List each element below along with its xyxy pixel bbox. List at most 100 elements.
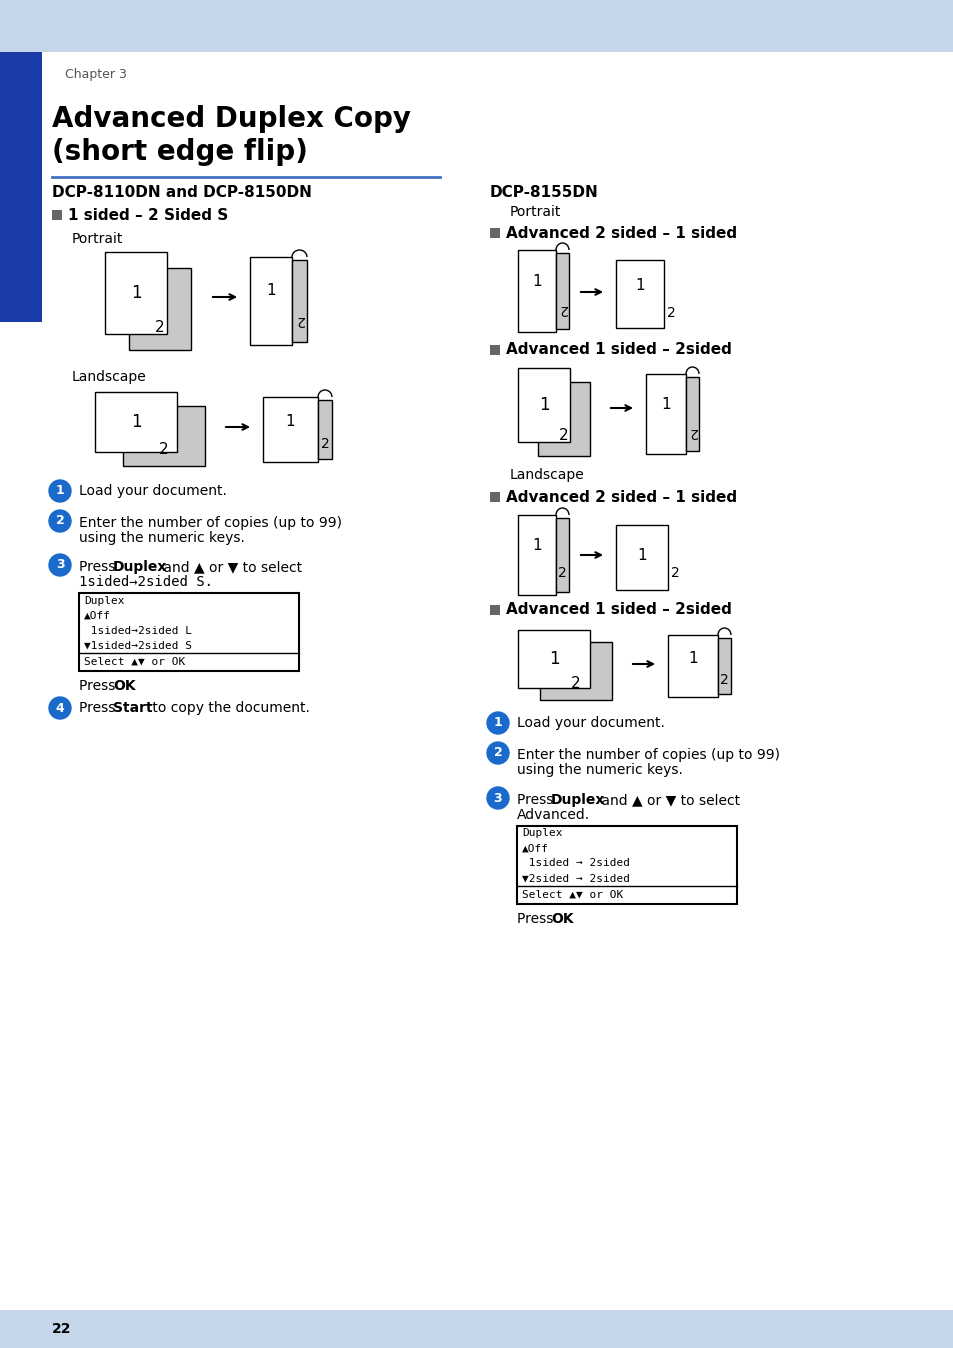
Bar	[79, 593, 298, 671]
Bar	[556, 253, 568, 329]
Bar	[685, 377, 699, 452]
Text: 1: 1	[687, 651, 697, 666]
Text: 2: 2	[670, 566, 679, 580]
Text: OK: OK	[112, 679, 135, 693]
Text: 1: 1	[635, 278, 644, 293]
Circle shape	[486, 741, 509, 764]
Text: 2: 2	[571, 677, 580, 692]
Text: 1sided → 2sided: 1sided → 2sided	[521, 859, 629, 868]
Text: 1 sided – 2 Sided S: 1 sided – 2 Sided S	[68, 208, 228, 222]
Bar	[490, 605, 499, 615]
Text: 2: 2	[294, 313, 304, 328]
Text: using the numeric keys.: using the numeric keys.	[79, 531, 245, 545]
Text: Select ▲▼ or OK: Select ▲▼ or OK	[84, 656, 185, 667]
Text: 2: 2	[720, 673, 728, 686]
Bar	[718, 638, 730, 694]
Text: 1: 1	[55, 484, 64, 497]
Circle shape	[486, 787, 509, 809]
Text: .: .	[131, 679, 135, 693]
Bar	[490, 228, 499, 239]
Bar	[539, 642, 612, 700]
Text: OK: OK	[551, 913, 573, 926]
Text: 1: 1	[131, 284, 141, 302]
Bar	[123, 406, 205, 466]
Text: 2: 2	[155, 319, 165, 334]
Circle shape	[49, 510, 71, 532]
Text: Advanced 2 sided – 1 sided: Advanced 2 sided – 1 sided	[505, 225, 737, 240]
Text: ▲Off: ▲Off	[521, 844, 548, 853]
Text: Landscape: Landscape	[71, 369, 147, 384]
Bar	[52, 210, 62, 220]
Text: Enter the number of copies (up to 99): Enter the number of copies (up to 99)	[79, 516, 341, 530]
Text: 1: 1	[493, 717, 502, 729]
Bar	[556, 518, 568, 592]
Circle shape	[49, 554, 71, 576]
Text: 3: 3	[493, 791, 502, 805]
Text: to copy the document.: to copy the document.	[148, 701, 310, 714]
Text: Portrait: Portrait	[71, 232, 123, 245]
Text: Load your document.: Load your document.	[79, 484, 227, 497]
Bar	[0, 53, 42, 322]
Text: Duplex: Duplex	[521, 829, 562, 838]
Bar	[616, 524, 667, 590]
Text: Advanced 1 sided – 2sided: Advanced 1 sided – 2sided	[505, 603, 731, 617]
Bar	[292, 260, 307, 342]
Text: Advanced Duplex Copy: Advanced Duplex Copy	[52, 105, 411, 133]
Text: Enter the number of copies (up to 99): Enter the number of copies (up to 99)	[517, 748, 780, 762]
Text: .: .	[568, 913, 573, 926]
Text: 1: 1	[131, 412, 141, 431]
Text: Landscape: Landscape	[510, 468, 584, 483]
Bar	[0, 0, 953, 53]
Bar	[517, 630, 589, 687]
Bar	[517, 826, 737, 905]
Bar	[517, 368, 569, 442]
Bar	[490, 345, 499, 355]
Bar	[105, 252, 167, 334]
Circle shape	[49, 697, 71, 718]
Text: Press: Press	[517, 913, 558, 926]
Bar	[0, 1310, 953, 1348]
Bar	[517, 249, 556, 332]
Text: 2: 2	[558, 566, 566, 580]
Text: Advanced 1 sided – 2sided: Advanced 1 sided – 2sided	[505, 342, 731, 357]
Text: 1: 1	[660, 396, 670, 412]
Text: 1: 1	[266, 283, 275, 298]
Text: Duplex: Duplex	[551, 793, 605, 807]
Text: Load your document.: Load your document.	[517, 716, 664, 731]
Text: Duplex: Duplex	[84, 596, 125, 605]
Text: 2: 2	[666, 306, 675, 319]
Text: Advanced 2 sided – 1 sided: Advanced 2 sided – 1 sided	[505, 489, 737, 504]
Bar	[645, 373, 685, 454]
Text: 2: 2	[55, 515, 64, 527]
Text: and ▲ or ▼ to select: and ▲ or ▼ to select	[597, 793, 740, 807]
Text: 1: 1	[637, 547, 646, 562]
Text: Select ▲▼ or OK: Select ▲▼ or OK	[521, 890, 622, 900]
Text: Press: Press	[517, 793, 558, 807]
Text: Press: Press	[79, 701, 120, 714]
Text: 22: 22	[52, 1322, 71, 1336]
Text: Advanced.: Advanced.	[517, 807, 590, 822]
Text: Portrait: Portrait	[510, 205, 560, 218]
Bar	[537, 381, 589, 456]
Bar	[263, 398, 317, 462]
Text: and ▲ or ▼ to select: and ▲ or ▼ to select	[159, 559, 302, 574]
Text: 1: 1	[532, 538, 541, 553]
Text: ▼1sided→2sided S: ▼1sided→2sided S	[84, 640, 192, 651]
Text: ▼2sided → 2sided: ▼2sided → 2sided	[521, 874, 629, 883]
Bar	[129, 268, 191, 350]
Text: 1: 1	[285, 414, 295, 429]
Text: 2: 2	[493, 747, 502, 759]
Text: Press: Press	[79, 679, 120, 693]
Text: 1: 1	[548, 650, 558, 669]
Text: 2: 2	[687, 425, 696, 438]
Bar	[616, 260, 663, 328]
Bar	[667, 635, 718, 697]
Text: 2: 2	[558, 427, 568, 442]
Bar	[317, 400, 332, 460]
Text: ▲Off: ▲Off	[84, 611, 111, 620]
Circle shape	[486, 712, 509, 735]
Text: (short edge flip): (short edge flip)	[52, 137, 308, 166]
Text: 1: 1	[538, 396, 549, 414]
Text: 1: 1	[532, 274, 541, 288]
Text: using the numeric keys.: using the numeric keys.	[517, 763, 682, 776]
